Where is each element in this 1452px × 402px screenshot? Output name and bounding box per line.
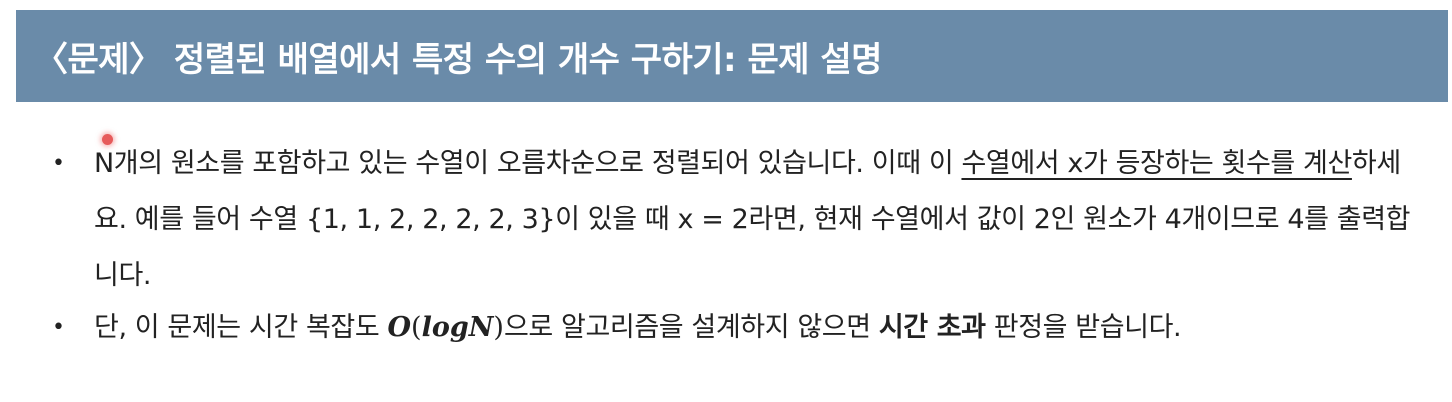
bullet-text: N개의 원소를 포함하고 있는 수열이 오름차순으로 정렬되어 있습니다. 이때… (94, 136, 1422, 304)
bullet-item-constraint: • 단, 이 문제는 시간 복잡도 O(logN)으로 알고리즘을 설계하지 않… (52, 304, 1422, 356)
formula-o: O (387, 312, 412, 343)
bullet-icon: • (52, 315, 65, 340)
laser-pointer-icon (102, 134, 113, 145)
bullet-text: 단, 이 문제는 시간 복잡도 O(logN)으로 알고리즘을 설계하지 않으면… (94, 300, 1422, 356)
slide-title-bar: 〈문제〉 정렬된 배열에서 특정 수의 개수 구하기: 문제 설명 (16, 10, 1448, 102)
formula-open-paren: ( (411, 312, 422, 343)
bullet-icon: • (52, 151, 65, 176)
bullet-text-part: N개의 원소를 포함하고 있는 수열이 오름차순으로 정렬되어 있습니다. 이때… (94, 148, 962, 179)
bullet-text-part: 하세요. 예를 들어 수열 {1, 1, 2, 2, 2, 2, 3}이 있을 … (94, 148, 1411, 291)
bullet-item-problem: • N개의 원소를 포함하고 있는 수열이 오름차순으로 정렬되어 있습니다. … (52, 140, 1422, 304)
bullet-text-part: 으로 알고리즘을 설계하지 않으면 (503, 312, 879, 343)
slide-title: 〈문제〉 정렬된 배열에서 특정 수의 개수 구하기: 문제 설명 (34, 39, 882, 80)
underlined-phrase: 수열에서 x가 등장하는 횟수를 계산 (961, 148, 1352, 179)
slide-content: • N개의 원소를 포함하고 있는 수열이 오름차순으로 정렬되어 있습니다. … (52, 140, 1422, 356)
complexity-formula: O(logN) (388, 312, 504, 343)
formula-inner: logN (421, 312, 494, 343)
bullet-text-part: 판정을 받습니다. (985, 312, 1182, 343)
bullet-text-part: 단, 이 문제는 시간 복잡도 (94, 312, 388, 343)
bold-phrase: 시간 초과 (878, 312, 986, 343)
formula-close-paren: ) (493, 312, 504, 343)
